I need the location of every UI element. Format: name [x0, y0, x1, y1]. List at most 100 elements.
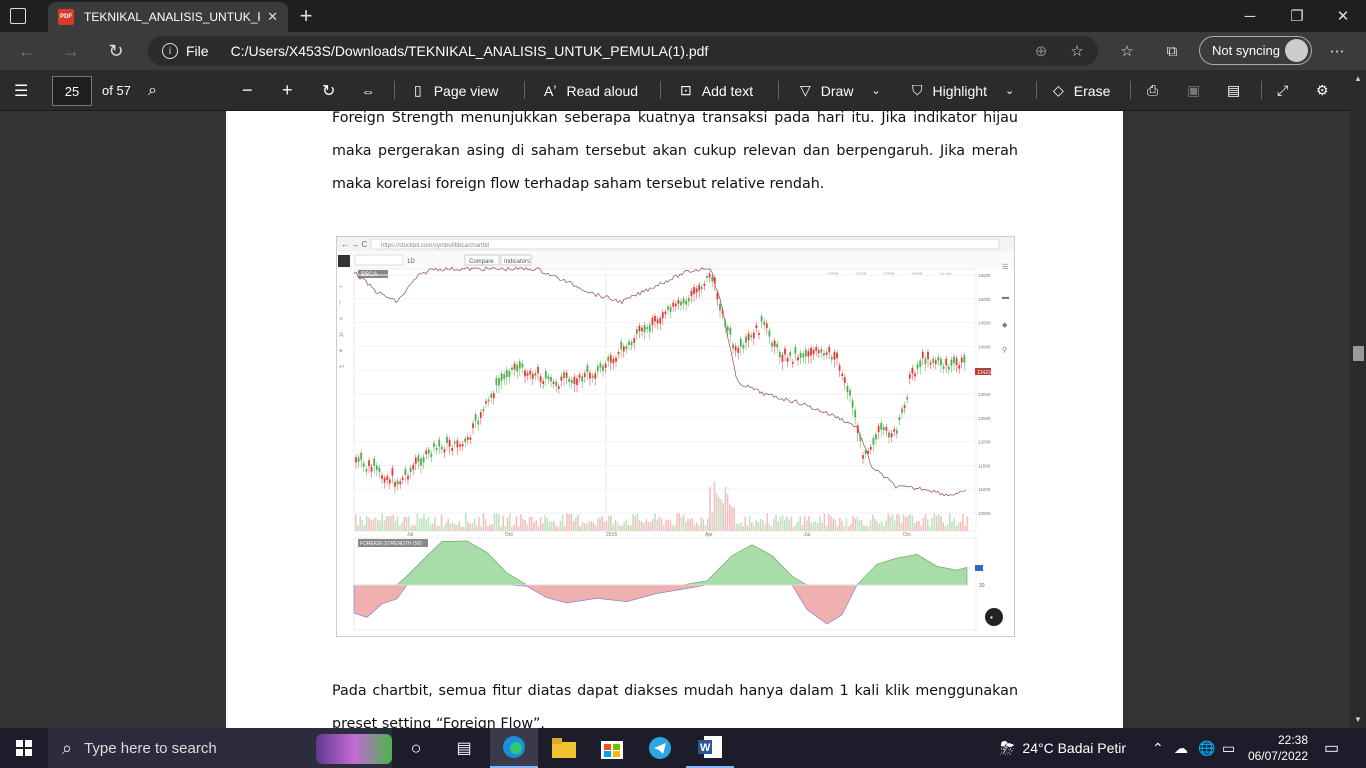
svg-text:≡: ≡ — [339, 316, 343, 323]
language-globe-icon[interactable]: 🌐 — [1198, 739, 1216, 756]
pdf-viewer[interactable]: Foreign Strength menunjukkan seberapa ku… — [0, 111, 1350, 728]
telegram-icon[interactable] — [636, 728, 684, 768]
read-aloud-button[interactable]: Aʼ Read aloud — [544, 70, 638, 111]
scroll-up-icon[interactable]: ▲ — [1354, 74, 1362, 83]
volume-bar — [797, 521, 799, 531]
volume-bar — [570, 513, 573, 531]
refresh-icon[interactable]: ↻ — [108, 40, 124, 61]
shot-indicators: Indicators — [504, 259, 530, 265]
scroll-thumb[interactable] — [1353, 346, 1364, 361]
print-icon[interactable]: ⎙ — [1147, 82, 1159, 98]
legend-item: 1566ft — [911, 271, 923, 276]
contents-icon[interactable]: ☰ — [14, 82, 29, 100]
save-as-icon[interactable]: ▤ — [1227, 82, 1241, 98]
chevron-down-icon[interactable]: ⌄ — [1004, 85, 1015, 97]
draw-button[interactable]: ▽ Draw ⌄ — [800, 70, 881, 111]
volume-bar — [654, 513, 656, 531]
collections-icon[interactable]: ⧉ — [1166, 42, 1178, 60]
volume-bar — [689, 519, 691, 531]
candle-body — [594, 373, 597, 379]
zoom-icon[interactable]: ⊕ — [1034, 43, 1048, 60]
candle-body — [578, 374, 581, 378]
erase-button[interactable]: ◇ Erase — [1053, 70, 1110, 111]
volume-bar — [434, 517, 436, 531]
widgets-icon[interactable]: ▤ — [456, 740, 472, 757]
page-number-input[interactable]: 25 — [52, 76, 92, 106]
more-menu-icon[interactable]: ⋯ — [1329, 43, 1345, 60]
chevron-up-icon[interactable]: ⌃ — [1152, 739, 1164, 756]
close-window-icon[interactable]: ✕ — [1336, 8, 1350, 25]
taskbar: ⌕ Type here to search ○ ▤ W ⛈ 24°C Badai… — [0, 728, 1366, 768]
highlight-button[interactable]: ⛉ Highlight ⌄ — [912, 70, 1014, 111]
page-view-button[interactable]: ▯ Page view — [414, 70, 498, 111]
rotate-icon[interactable]: ↻ — [322, 82, 336, 100]
profile-button[interactable]: Not syncing — [1199, 36, 1312, 65]
fullscreen-icon[interactable]: ⤢ — [1277, 82, 1289, 98]
weather-widget[interactable]: ⛈ 24°C Badai Petir — [1000, 728, 1126, 768]
candle-body — [680, 301, 682, 306]
url-field[interactable]: i File C:/Users/X453S/Downloads/TEKNIKAL… — [148, 36, 1098, 66]
volume-bar — [504, 525, 507, 531]
word-icon[interactable]: W — [686, 728, 734, 768]
legend-item: 1790ft — [883, 271, 895, 276]
volume-bar — [764, 524, 766, 531]
info-icon[interactable]: i — [162, 43, 178, 59]
minimize-icon[interactable]: ─ — [1244, 7, 1256, 25]
volume-bar — [819, 516, 821, 531]
settings-gear-icon[interactable]: ⚙ — [1316, 82, 1329, 98]
fit-page-icon[interactable]: ⇔ — [361, 82, 375, 99]
volume-bar — [493, 513, 496, 531]
onedrive-cloud-icon[interactable]: ☁ — [1174, 739, 1188, 756]
start-windows-icon[interactable] — [0, 728, 48, 768]
candle-body — [555, 381, 558, 387]
forward-icon[interactable]: → — [62, 40, 80, 61]
candle-body — [552, 381, 555, 384]
restore-icon[interactable]: ❐ — [1290, 8, 1304, 25]
candle-body — [565, 372, 568, 378]
store-icon[interactable] — [588, 728, 636, 768]
battery-icon[interactable]: ▭ — [1222, 739, 1236, 756]
pdf-icon: PDF — [58, 9, 74, 25]
paragraph-foreign-strength: Foreign Strength menunjukkan seberapa ku… — [332, 111, 1018, 192]
notifications-icon[interactable]: ▭ — [1324, 740, 1340, 757]
volume-bar — [636, 513, 639, 531]
draw-icon: ▽ — [800, 82, 811, 98]
task-view-icon[interactable]: ○ — [410, 737, 422, 758]
volume-bar — [685, 521, 687, 531]
file-explorer-icon[interactable] — [540, 728, 588, 768]
favorites-icon[interactable]: ☆ — [1120, 43, 1134, 60]
volume-bar — [566, 513, 568, 531]
candle-body — [908, 374, 911, 379]
volume-bar — [658, 516, 661, 531]
volume-bar — [938, 514, 940, 531]
candle-body — [737, 348, 740, 353]
tab-pdf[interactable]: PDF TEKNIKAL_ANALISIS_UNTUK_PEM ✕ — [48, 2, 288, 32]
new-tab-icon[interactable]: + — [299, 3, 313, 28]
save-icon[interactable]: ▣ — [1187, 82, 1201, 98]
candle-body — [669, 306, 672, 312]
chevron-down-icon[interactable]: ⌄ — [871, 85, 881, 97]
edge-browser-icon[interactable] — [490, 728, 538, 768]
volume-bar — [775, 514, 777, 531]
volume-bar — [478, 516, 480, 531]
scrollbar[interactable]: ▲ ▼ — [1350, 70, 1366, 728]
volume-bar — [526, 524, 529, 531]
search-icon[interactable]: ⌕ — [148, 81, 157, 99]
tab-actions-icon[interactable] — [10, 8, 26, 24]
close-tab-icon[interactable]: ✕ — [267, 9, 278, 24]
scroll-down-icon[interactable]: ▼ — [1354, 715, 1362, 724]
volume-bar — [773, 518, 775, 531]
candle-body — [862, 455, 864, 459]
candle-body — [804, 349, 807, 357]
add-favorite-icon[interactable]: ☆ — [1070, 43, 1084, 60]
add-text-button[interactable]: ⊡ Add text — [680, 70, 753, 111]
volume-bar — [830, 515, 832, 531]
taskbar-search[interactable]: ⌕ Type here to search — [48, 728, 392, 768]
clock[interactable]: 22:38 06/07/2022 — [1248, 728, 1308, 768]
back-icon[interactable]: ← — [18, 40, 36, 61]
zoom-out-icon[interactable]: − — [242, 80, 253, 100]
zoom-in-icon[interactable]: + — [282, 80, 293, 100]
x-tick-label: Jul — [407, 532, 413, 538]
volume-bar — [425, 519, 427, 531]
volume-bar — [801, 524, 804, 531]
